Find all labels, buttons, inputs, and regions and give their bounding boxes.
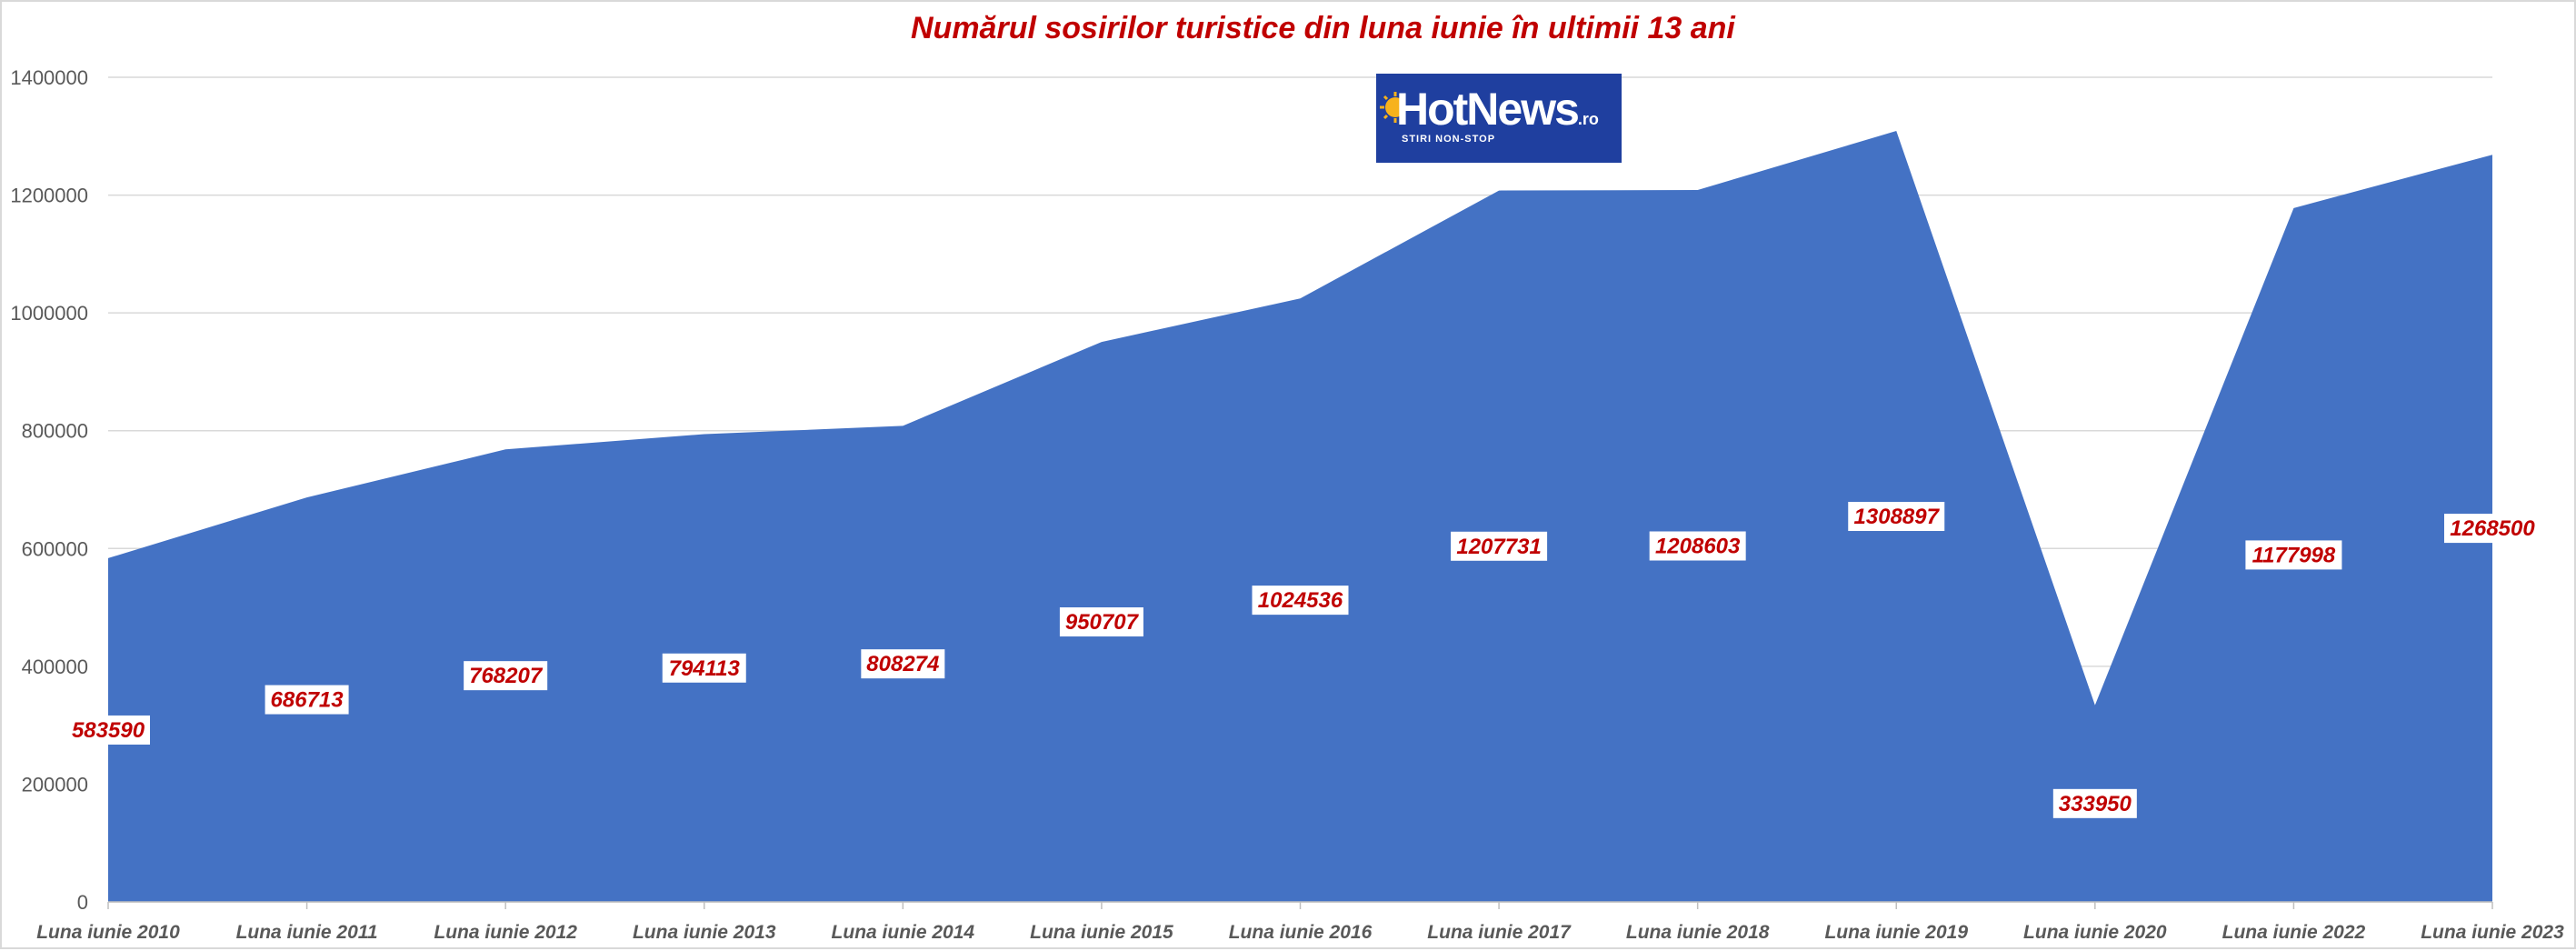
data-label: 1308897 [1848,502,1945,532]
logo-wordmark: HotNews.ro [1396,84,1599,135]
x-tick-label: Luna iunie 2013 [633,922,776,943]
data-label: 808274 [861,649,945,679]
data-label: 1177998 [2245,540,2342,570]
x-tick-label: Luna iunie 2022 [2222,922,2366,943]
y-tick-label: 200000 [22,773,88,796]
data-label-text: 794113 [669,656,741,681]
data-label: 583590 [66,715,150,745]
hotnews-logo: HotNews.ro STIRI NON-STOP [1376,74,1622,163]
data-label-text: 808274 [866,652,939,676]
data-label-text: 1207731 [1456,535,1541,559]
logo-tagline: STIRI NON-STOP [1402,134,1496,145]
data-label-text: 1177998 [2252,543,2336,567]
x-tick-label: Luna iunie 2015 [1030,922,1173,943]
x-tick-label: Luna iunie 2019 [1824,922,1968,943]
data-label-text: 686713 [271,688,344,713]
data-label: 686713 [265,685,349,715]
y-tick-label: 800000 [22,420,88,443]
data-label: 768207 [464,661,548,691]
data-label-text: 768207 [469,664,544,688]
y-tick-label: 1200000 [10,185,88,207]
x-tick-label: Luna iunie 2010 [36,922,180,943]
y-tick-label: 1400000 [10,66,88,89]
data-label: 1207731 [1451,531,1548,561]
data-label-text: 1024536 [1258,588,1343,613]
x-tick-label: Luna iunie 2011 [236,922,378,943]
x-tick-label: Luna iunie 2023 [2421,922,2564,943]
x-tick-label: Luna iunie 2016 [1229,922,1373,943]
data-label-text: 1268500 [2450,516,2535,541]
y-tick-label: 400000 [22,656,88,678]
data-label-text: 583590 [72,718,145,743]
data-label: 1268500 [2444,514,2541,544]
data-label: 1208603 [1649,531,1746,561]
data-label: 950707 [1059,607,1143,637]
data-label: 794113 [662,653,746,683]
y-tick-label: 0 [77,891,88,914]
x-tick-label: Luna iunie 2012 [434,922,577,943]
sun-icon [1380,92,1405,123]
data-label-text: 1308897 [1854,505,1941,529]
x-tick-label: Luna iunie 2014 [832,922,975,943]
area-series [108,131,2492,902]
chart-title: Numărul sosirilor turistice din luna iun… [911,11,2576,46]
y-tick-label: 600000 [22,537,88,560]
chart-title-text: Numărul sosirilor turistice din luna iun… [911,11,1735,45]
x-tick-label: Luna iunie 2018 [1626,922,1770,943]
data-label-text: 333950 [2059,792,2132,816]
data-label: 1024536 [1252,586,1349,616]
data-label-text: 1208603 [1655,534,1741,558]
data-label: 333950 [2052,788,2137,818]
data-label-text: 950707 [1065,610,1140,635]
x-tick-label: Luna iunie 2020 [2023,922,2167,943]
x-tick-label: Luna iunie 2017 [1427,922,1572,943]
y-tick-label: 1000000 [10,302,88,325]
